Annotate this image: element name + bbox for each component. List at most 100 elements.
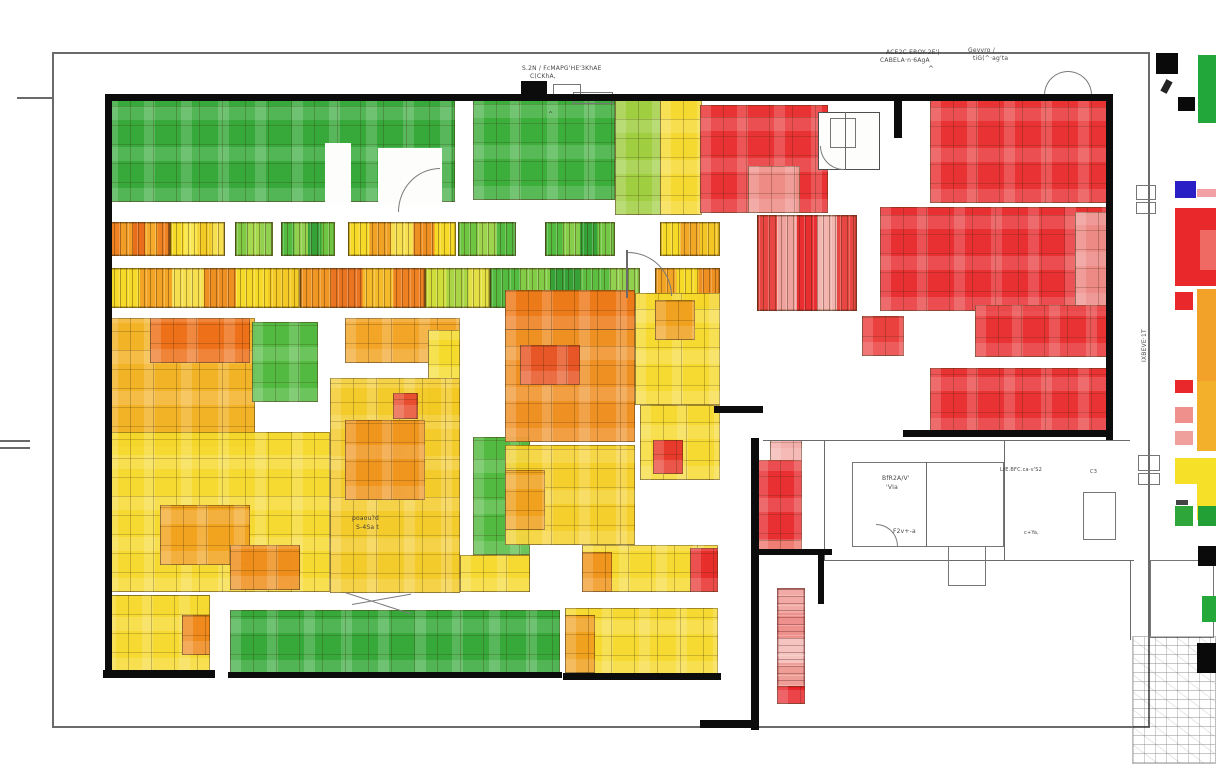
heat-region	[690, 548, 718, 592]
heat-region	[862, 316, 904, 356]
color-swatch	[1175, 506, 1193, 526]
color-swatch	[1197, 189, 1216, 197]
outer-boundary-top	[52, 52, 1150, 54]
wall-segment	[894, 94, 902, 138]
heat-shelf-row	[170, 222, 225, 256]
wall-segment	[563, 673, 721, 680]
floor-cutout	[325, 143, 351, 203]
wall-segment	[903, 430, 1113, 437]
heat-region	[1075, 212, 1107, 307]
wall-right	[1106, 94, 1113, 440]
heat-region	[615, 100, 661, 215]
heat-region	[393, 393, 418, 419]
pen-mark	[1160, 79, 1173, 94]
heat-region-red-north-center	[700, 105, 828, 213]
sketch-line	[845, 112, 846, 170]
heat-region	[505, 290, 635, 330]
door-arc	[628, 252, 672, 296]
heat-region-green-west	[252, 322, 318, 402]
outer-boundary-right	[1148, 52, 1150, 728]
sketch-box	[1138, 455, 1160, 471]
annotation-text: C(CKhA,	[530, 73, 556, 80]
heat-region-red-east	[880, 207, 1107, 311]
annotation-text: CABELA·n·6AgA	[880, 57, 930, 64]
color-swatch	[1202, 596, 1216, 622]
heat-region	[660, 100, 702, 215]
wall-left	[105, 94, 112, 677]
heat-region	[520, 345, 580, 385]
sketch-line	[626, 250, 628, 298]
swatch-black-3	[1197, 643, 1216, 673]
sketch-box	[830, 118, 856, 148]
swatch-black-2	[1198, 546, 1216, 566]
heat-shelf-row	[348, 222, 456, 256]
annotation-text: C3	[1090, 469, 1098, 475]
sketch-line	[0, 440, 30, 442]
color-swatch	[1178, 97, 1195, 111]
wall-segment	[521, 81, 547, 95]
swatch-green-1	[1198, 55, 1216, 123]
heat-region-red-northeast	[930, 100, 1107, 203]
heat-region	[182, 615, 210, 655]
shelf-row-1a	[108, 222, 170, 256]
heat-region	[582, 552, 612, 592]
sketch-room-restroom	[818, 112, 880, 170]
heat-shelf-row	[425, 268, 490, 308]
heat-region	[655, 300, 695, 340]
heat-region-red-column	[757, 460, 802, 553]
color-swatch	[1175, 380, 1193, 393]
heat-region	[505, 470, 545, 530]
annotation-text: BfR2A/V'	[882, 475, 910, 482]
annotation-text: ^	[548, 111, 554, 118]
annotation-text: Gevvro /	[968, 47, 995, 54]
wall-segment	[228, 672, 562, 678]
color-swatch	[1175, 407, 1193, 423]
heat-region-green-south-strip	[230, 610, 560, 674]
heat-shelf-row	[757, 215, 857, 311]
swatch-orange-1	[1197, 289, 1216, 381]
heat-shelf-row	[281, 222, 335, 256]
color-swatch	[1175, 292, 1193, 310]
sketch-line	[824, 560, 1134, 561]
heat-region	[150, 318, 250, 363]
heat-region-pink-column	[777, 588, 805, 688]
sketch-line	[926, 462, 927, 547]
wall-segment	[818, 552, 824, 604]
heat-region	[230, 545, 300, 590]
wall-segment	[757, 549, 832, 555]
sketch-line	[0, 447, 30, 449]
heat-region	[777, 686, 805, 704]
heat-shelf-row	[300, 268, 425, 308]
heat-region	[565, 615, 595, 673]
annotation-text: ACE2C EROY-2E'|	[886, 49, 940, 56]
annotation-text: LrE.BFC.ca·v'S2	[1000, 467, 1043, 473]
shelf-row-2a	[108, 268, 300, 308]
swatch-yellow	[1175, 458, 1216, 484]
color-swatch	[1175, 431, 1193, 445]
annotation-text: S-4Sa t	[356, 524, 379, 531]
sketch-room-east	[852, 462, 1004, 547]
sketch-line	[763, 440, 1130, 441]
heat-region	[975, 305, 1107, 357]
sketch-box	[1136, 202, 1156, 214]
heat-region	[345, 420, 425, 500]
outer-boundary-bottom	[52, 726, 1150, 728]
color-swatch	[1198, 506, 1216, 526]
annotation-text: IXBEVE·1T	[1141, 329, 1148, 362]
swatch-blue	[1175, 181, 1196, 198]
annotation-text: tiG(^·ag'ta	[973, 55, 1009, 62]
heat-region-green-north	[473, 100, 615, 200]
sketch-line	[1130, 560, 1131, 640]
color-swatch	[1200, 230, 1216, 270]
heat-shelf-row	[545, 222, 615, 256]
wall-segment	[103, 670, 215, 678]
color-swatch	[1176, 500, 1188, 505]
color-swatch	[1197, 381, 1216, 451]
sketch-line	[1004, 440, 1005, 560]
heat-region	[460, 555, 530, 592]
heat-shelf-row	[458, 222, 516, 256]
annotation-text: c+Ya,	[1024, 530, 1039, 536]
annotation-text: poaou?d	[352, 515, 380, 522]
wall-segment	[714, 406, 763, 413]
